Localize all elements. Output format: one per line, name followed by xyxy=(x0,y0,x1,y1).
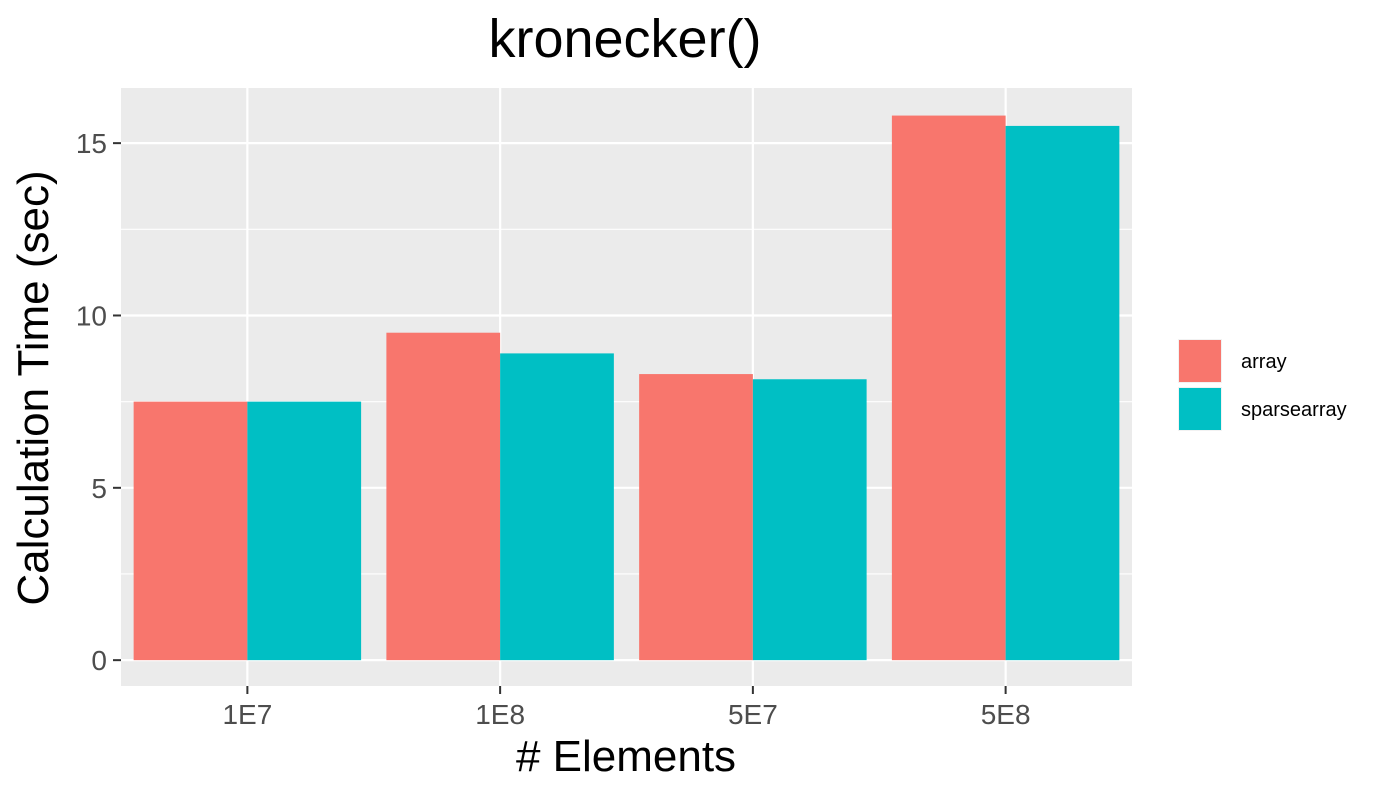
bar-sparsearray-5E7 xyxy=(752,379,867,661)
legend-swatch-sparsearray xyxy=(1179,388,1221,430)
y-tick-label: 15 xyxy=(76,128,107,159)
legend-swatch-array xyxy=(1179,340,1221,382)
chart-title: kronecker() xyxy=(488,9,762,69)
legend-label-array: array xyxy=(1241,351,1287,373)
bar-sparsearray-1E7 xyxy=(247,401,362,661)
bar-array-1E8 xyxy=(386,332,501,661)
x-tick-label: 1E7 xyxy=(222,699,272,730)
x-tick-label: 5E8 xyxy=(981,699,1031,730)
x-axis-title: # Elements xyxy=(515,732,737,781)
legend-label-sparsearray: sparsearray xyxy=(1241,399,1347,421)
y-tick-label: 0 xyxy=(91,645,107,676)
x-tick-label: 5E7 xyxy=(728,699,778,730)
y-tick-label: 5 xyxy=(91,473,107,504)
y-tick-label: 10 xyxy=(76,300,107,331)
bar-array-5E8 xyxy=(891,115,1006,661)
x-tick-label: 1E8 xyxy=(475,699,525,730)
bar-array-5E7 xyxy=(639,374,753,661)
bar-sparsearray-1E8 xyxy=(500,353,614,661)
bar-sparsearray-5E8 xyxy=(1005,125,1120,661)
bar-array-1E7 xyxy=(133,401,248,661)
